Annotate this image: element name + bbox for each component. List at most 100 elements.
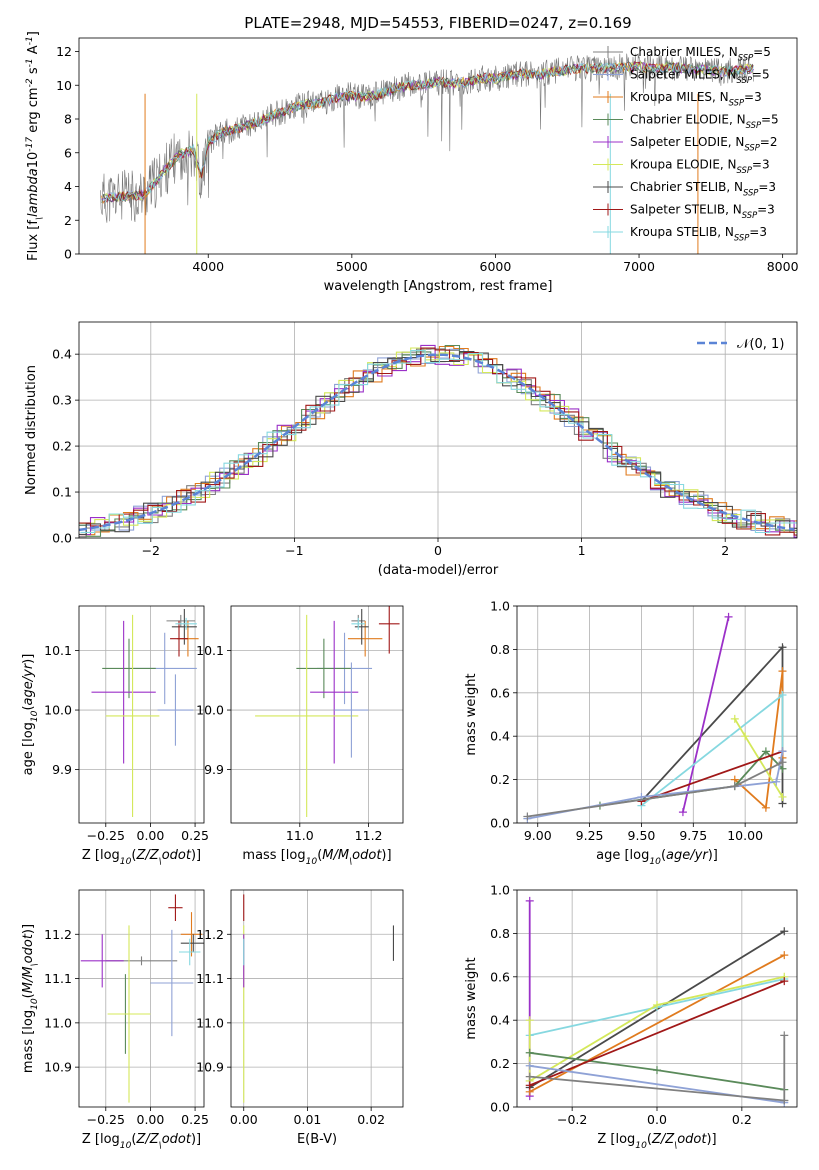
label-part: SSP <box>729 98 745 108</box>
label-part: \ <box>159 857 162 867</box>
y-tick-label: 0.6 <box>490 969 510 984</box>
x-tick-label: 0 <box>434 543 442 558</box>
x-tick-label: 0.25 <box>181 828 209 843</box>
x-axis-label: Z [log10(Z/Z\odot)] <box>597 1132 716 1151</box>
x-tick-label: 11.0 <box>286 828 314 843</box>
label-part: odot <box>162 1132 192 1147</box>
y-axis-label: age [log10(age/yr)] <box>21 654 40 776</box>
x-tick-label: 0.25 <box>181 1112 209 1127</box>
plot-area <box>255 606 400 818</box>
x-tick-label: 6000 <box>480 259 512 274</box>
label-part: Z [log <box>597 1132 635 1147</box>
label-part: Chabrier STELIB, N <box>630 180 743 194</box>
x-tick-label: 9.50 <box>628 828 656 843</box>
axes-frame <box>78 605 205 824</box>
label-part: -2 <box>25 78 35 87</box>
x-tick-label: 2 <box>721 543 729 558</box>
label-part: E(B-V) <box>297 1132 337 1147</box>
plus-marker <box>653 1001 661 1010</box>
y-tick-label: 10 <box>56 78 72 93</box>
y-tick-label: 11.2 <box>196 927 224 942</box>
y-tick-label: 0.6 <box>490 685 510 700</box>
y-tick-label: 10.0 <box>44 703 72 718</box>
y-tick-label: 11.1 <box>196 971 224 986</box>
plus-marker <box>780 951 789 960</box>
x-tick-label: −1 <box>285 543 303 558</box>
x-tick-label: −0.2 <box>557 1112 587 1127</box>
label-part: (data-model)/error <box>378 563 499 578</box>
spectrum-model-line <box>103 61 754 203</box>
y-axis-label: Normed distribution <box>24 365 39 495</box>
legend-label: Kroupa MILES, NSSP=3 <box>630 90 762 108</box>
y-axis-label: mass weight <box>464 673 479 755</box>
plus-marker <box>778 690 787 699</box>
label-part: age [log <box>596 848 649 863</box>
histogram-series <box>80 347 797 533</box>
y-tick-label: 6 <box>64 145 72 160</box>
plus-marker <box>525 896 534 905</box>
label-part: Chabrier ELODIE, N <box>630 113 746 127</box>
y-tick-label: 10.9 <box>196 1060 224 1075</box>
gridlines <box>231 890 403 1107</box>
x-tick-label: −0.25 <box>87 828 125 843</box>
gridlines <box>79 890 204 1107</box>
x-tick-label: 4000 <box>192 259 224 274</box>
label-part: \ <box>35 217 45 220</box>
plus-marker <box>778 758 787 767</box>
label-part: A <box>26 45 41 58</box>
y-axis-label: Flux [f\lambda10-17 erg cm-2 s-1 A-1] <box>25 31 45 261</box>
x-axis-label: (data-model)/error <box>378 563 499 578</box>
y-tick-label: 0.2 <box>490 1056 510 1071</box>
label-part: 10 <box>120 1141 132 1151</box>
axes-mass-weight-vs-Z: −0.2 0.0 0.2 0.0 0.2 0.4 0.6 0.8 1.0 Z [log10(Z/Z… <box>464 883 798 1151</box>
axes-spectrum: 4000 5000 6000 7000 8000 0 2 4 6 8 10 12 wavelength … <box>25 31 799 294</box>
label-part: M/M <box>322 848 349 863</box>
y-tick-label: 0.0 <box>52 531 72 546</box>
x-tick-label: 10.00 <box>727 828 763 843</box>
plus-marker <box>525 1061 534 1070</box>
x-axis-label: Z [log10(Z/Z\odot)] <box>82 848 201 867</box>
plot-area <box>79 344 797 538</box>
axes-frame <box>230 605 404 824</box>
figure-title: PLATE=2948, MJD=54553, FIBERID=0247, z=0… <box>244 14 631 32</box>
legend-label: Salpeter STELIB, NSSP=3 <box>630 203 775 221</box>
label-part: =3 <box>757 203 775 217</box>
y-tick-label: 0.0 <box>490 816 510 831</box>
axes-frame <box>78 37 798 255</box>
axes-age-vs-Z: −0.25 0.00 0.259.910.010.1Z [log10(Z/Z\odo… <box>21 605 209 867</box>
legend-label: Chabrier ELODIE, NSSP=5 <box>630 113 779 131</box>
y-tick-label: 1.0 <box>490 883 510 898</box>
label-part: M/M <box>21 966 36 993</box>
label-part: Kroupa STELIB, N <box>630 225 734 239</box>
y-tick-label: 8 <box>64 112 72 127</box>
y-tick-label: 9.9 <box>52 762 72 777</box>
plus-marker <box>730 714 739 723</box>
label-part: SSP <box>744 143 760 153</box>
label-part: 10 <box>306 857 318 867</box>
legend-label: Kroupa ELODIE, NSSP=3 <box>630 158 770 176</box>
y-tick-label: 4 <box>64 179 72 194</box>
mass-weight-series <box>529 1075 785 1102</box>
y-tick-label: 11.1 <box>44 971 72 986</box>
x-tick-label: 0.00 <box>137 1112 165 1127</box>
label-part: ] <box>26 31 41 36</box>
y-tick-label: 0.3 <box>52 393 72 408</box>
legend-label: Salpeter ELODIE, NSSP=2 <box>630 135 778 153</box>
mass-weight-series <box>529 954 785 1093</box>
axes-frame <box>78 321 798 539</box>
label-part: s <box>26 67 41 78</box>
label-part: age/yr <box>21 662 36 705</box>
x-tick-label: 0.00 <box>230 1112 258 1127</box>
label-part: SSP <box>737 75 753 85</box>
histogram-series <box>79 347 797 536</box>
gaussian-curve <box>79 353 795 532</box>
x-tick-label: 0.02 <box>357 1112 385 1127</box>
legend-label: 𝒩(0, 1) <box>737 337 784 352</box>
label-part: Kroupa ELODIE, N <box>630 158 737 172</box>
legend-label: Kroupa STELIB, NSSP=3 <box>630 225 767 243</box>
label-part: SSP <box>743 188 759 198</box>
mass-weight-series <box>527 751 784 820</box>
x-tick-label: 11.2 <box>355 828 383 843</box>
label-part: mass weight <box>464 957 479 1039</box>
plus-marker <box>761 747 770 756</box>
